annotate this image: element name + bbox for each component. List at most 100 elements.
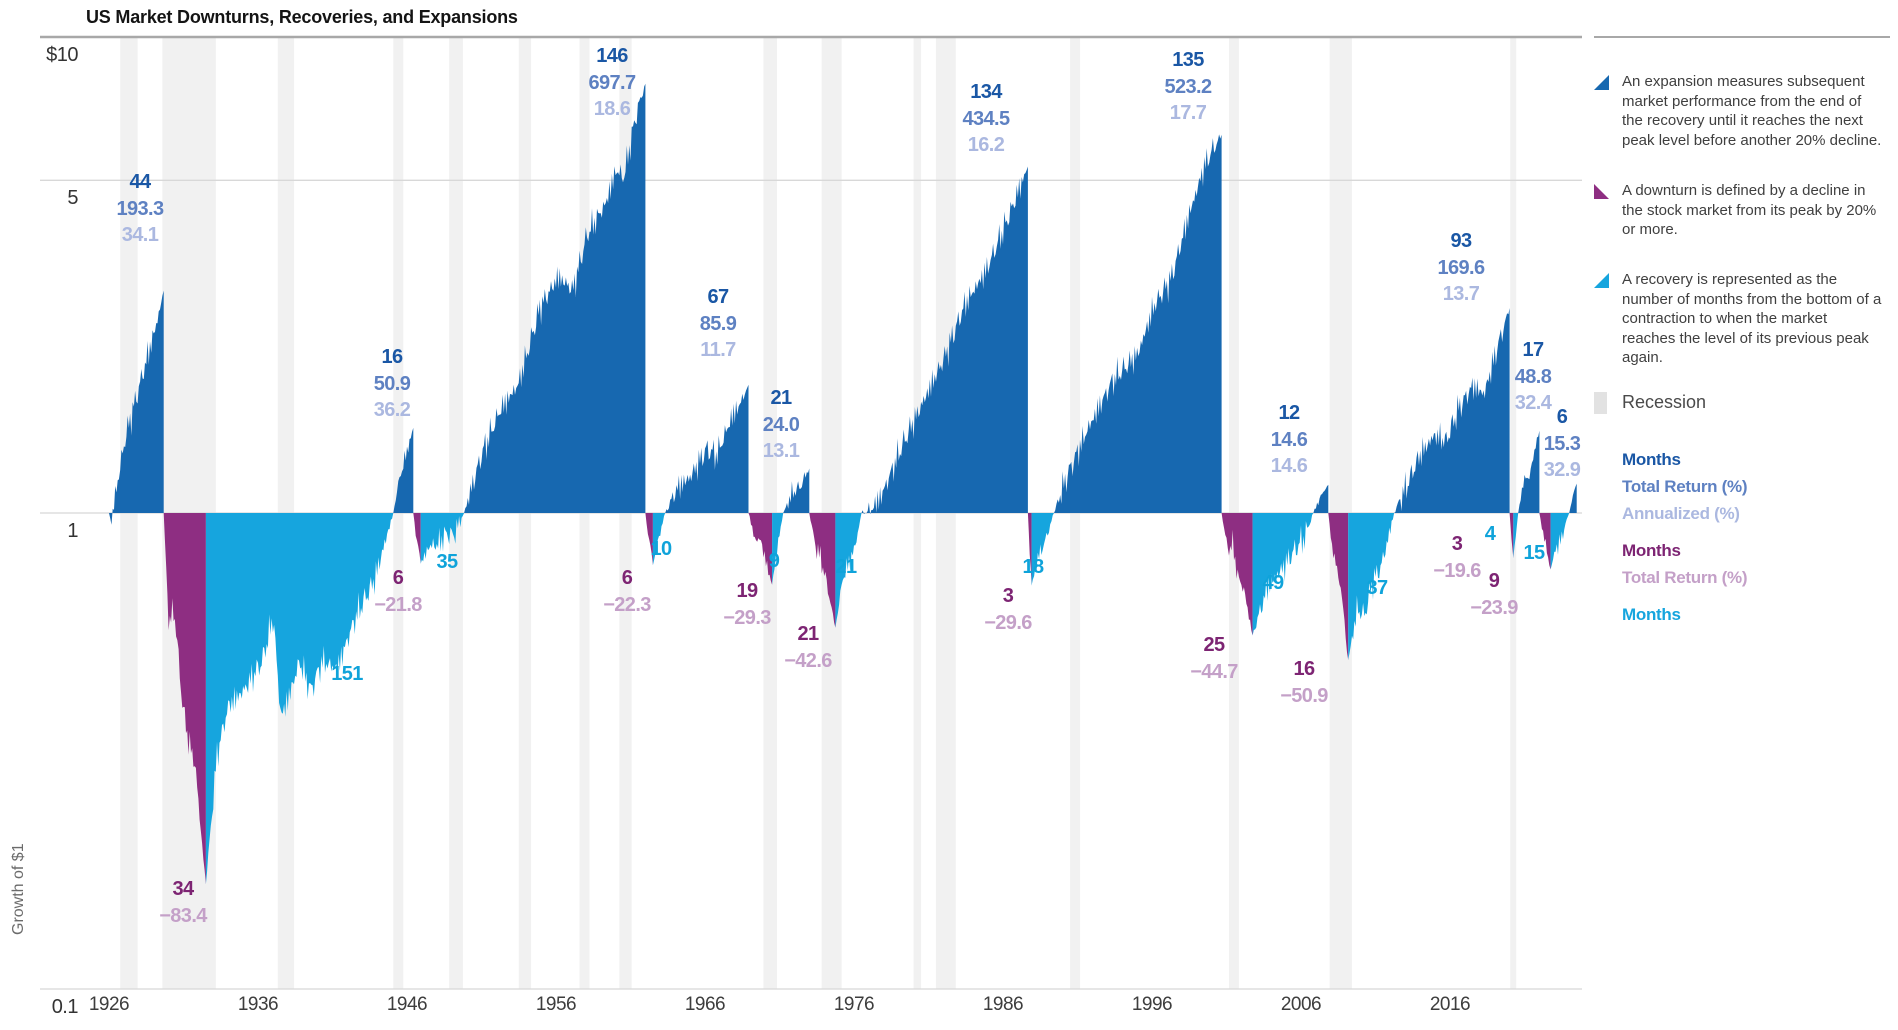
expansion-area [393,427,414,513]
recovery-months: 15 [1523,542,1545,564]
recovery-area [1513,513,1519,559]
downturn-months: 25 [1203,634,1225,656]
recovery-label-group: 35 [436,549,458,576]
expansion-total-return: 523.2 [1164,75,1212,98]
legend-expansion-text: An expansion measures subsequent market … [1622,73,1882,149]
x-tick-1956: 1956 [535,994,577,1015]
expansion-total-return: 697.7 [588,71,636,94]
recovery-label-group: 9 [769,548,780,575]
expansion-area [1518,430,1540,513]
downturn-area [1221,513,1253,636]
recovery-label-group: 10 [650,536,672,563]
expansion-months: 146 [596,45,628,67]
recovery-label-group: 21 [835,554,857,581]
recovery-label-group: 49 [1262,570,1284,597]
downturn-label-group: 3 −29.6 [984,583,1032,636]
x-tick-2016: 2016 [1429,994,1471,1015]
expansion-area [861,166,1028,515]
downturn-total-return: −21.8 [374,593,422,616]
legend-recovery-text: A recovery is represented as the number … [1622,271,1882,366]
expansion-months: 135 [1172,49,1204,71]
downturn-area [1509,513,1514,559]
x-tick-1946: 1946 [386,994,428,1015]
downturn-total-return: −42.6 [784,649,832,672]
recovery-triangle-icon [1594,273,1609,288]
legend-item-expansion: An expansion measures subsequent market … [1594,72,1894,150]
expansion-area [783,468,810,513]
downturn-area [809,513,836,628]
downturn-label-group: 34 −83.4 [159,876,207,929]
downturn-area [413,513,421,564]
downturn-label-group: 25 −44.7 [1190,632,1238,685]
expansion-total-return: 50.9 [373,372,411,395]
recovery-area [772,513,784,585]
downturn-total-return: −22.3 [603,593,651,616]
y-tick-0.1: 0.1 [51,996,79,1018]
downturn-label-group: 21 −42.6 [784,621,832,674]
expansion-months: 6 [1556,406,1568,428]
y-tick-5: 5 [67,187,78,210]
x-tick-1986: 1986 [982,994,1024,1015]
recovery-area [1550,513,1570,570]
expansion-annualized: 34.1 [121,224,159,246]
legend-item-recovery: A recovery is represented as the number … [1594,270,1894,368]
y-tick-1: 1 [67,520,78,542]
recovery-label-group: 151 [331,661,363,688]
expansion-annualized: 17.7 [1169,102,1207,124]
expansion-label-group: 12 14.6 14.6 [1271,400,1308,480]
expansion-months: 93 [1450,230,1472,252]
expansion-months: 12 [1278,402,1300,424]
recovery-area [205,513,394,885]
legend-top-border [1594,36,1890,38]
expansion-annualized: 13.7 [1442,283,1480,305]
downturn-area [645,513,653,566]
expansion-months: 134 [970,81,1002,103]
expansion-total-return: 15.3 [1543,432,1581,455]
expansion-area [1569,483,1577,513]
downturn-triangle-icon [1594,184,1609,199]
y-axis-title: Growth of $1 [10,843,27,935]
expansion-months: 67 [707,286,729,308]
recovery-area [1252,513,1314,636]
expansion-label-group: 44 193.3 34.1 [116,169,164,249]
recovery-label-group: 15 [1523,540,1545,567]
downturn-area [748,513,773,585]
expansion-label-group: 16 50.9 36.2 [374,344,411,424]
downturn-months: 3 [1002,585,1014,607]
legend-item-recession: Recession [1594,392,1894,414]
expansion-annualized: 36.2 [373,399,411,421]
key-downturn-months: Months [1622,541,1681,560]
expansion-months: 16 [381,346,403,368]
downturn-months: 6 [392,567,404,589]
x-tick-1926: 1926 [88,994,130,1015]
downturn-total-return: −29.6 [984,611,1032,634]
key-expansion-total-return: Total Return (%) [1622,477,1748,496]
recovery-area [1031,513,1054,586]
expansion-months: 21 [770,387,792,409]
expansion-annualized: 13.1 [762,440,800,462]
expansion-total-return: 14.6 [1270,428,1308,451]
downturn-area [1328,513,1349,660]
expansion-label-group: 134 434.5 16.2 [962,79,1010,159]
recovery-months: 49 [1262,572,1284,594]
x-tick-1996: 1996 [1131,994,1173,1015]
downturn-total-return: −44.7 [1190,660,1238,683]
legend-downturn-text: A downturn is defined by a decline in th… [1622,182,1877,238]
recovery-months: 37 [1366,577,1388,599]
downturn-total-return: −83.4 [159,904,207,927]
expansion-label-group: 146 697.7 18.6 [588,43,636,123]
expansion-total-return: 193.3 [116,197,164,220]
expansion-annualized: 32.9 [1543,459,1581,481]
expansion-label-group: 67 85.9 11.7 [700,284,737,364]
key-recovery-months: Months [1622,605,1681,624]
downturn-total-return: −19.6 [1433,559,1481,582]
recession-label: Recession [1622,392,1707,412]
recovery-months: 21 [835,556,857,578]
expansion-label-group: 135 523.2 17.7 [1164,47,1212,127]
recovery-label-group: 4 [1485,521,1496,548]
downturn-label-group: 3 −19.6 [1433,531,1481,584]
expansion-area [464,83,646,513]
recovery-label-group: 37 [1366,575,1388,602]
expansion-annualized: 18.6 [593,98,631,120]
